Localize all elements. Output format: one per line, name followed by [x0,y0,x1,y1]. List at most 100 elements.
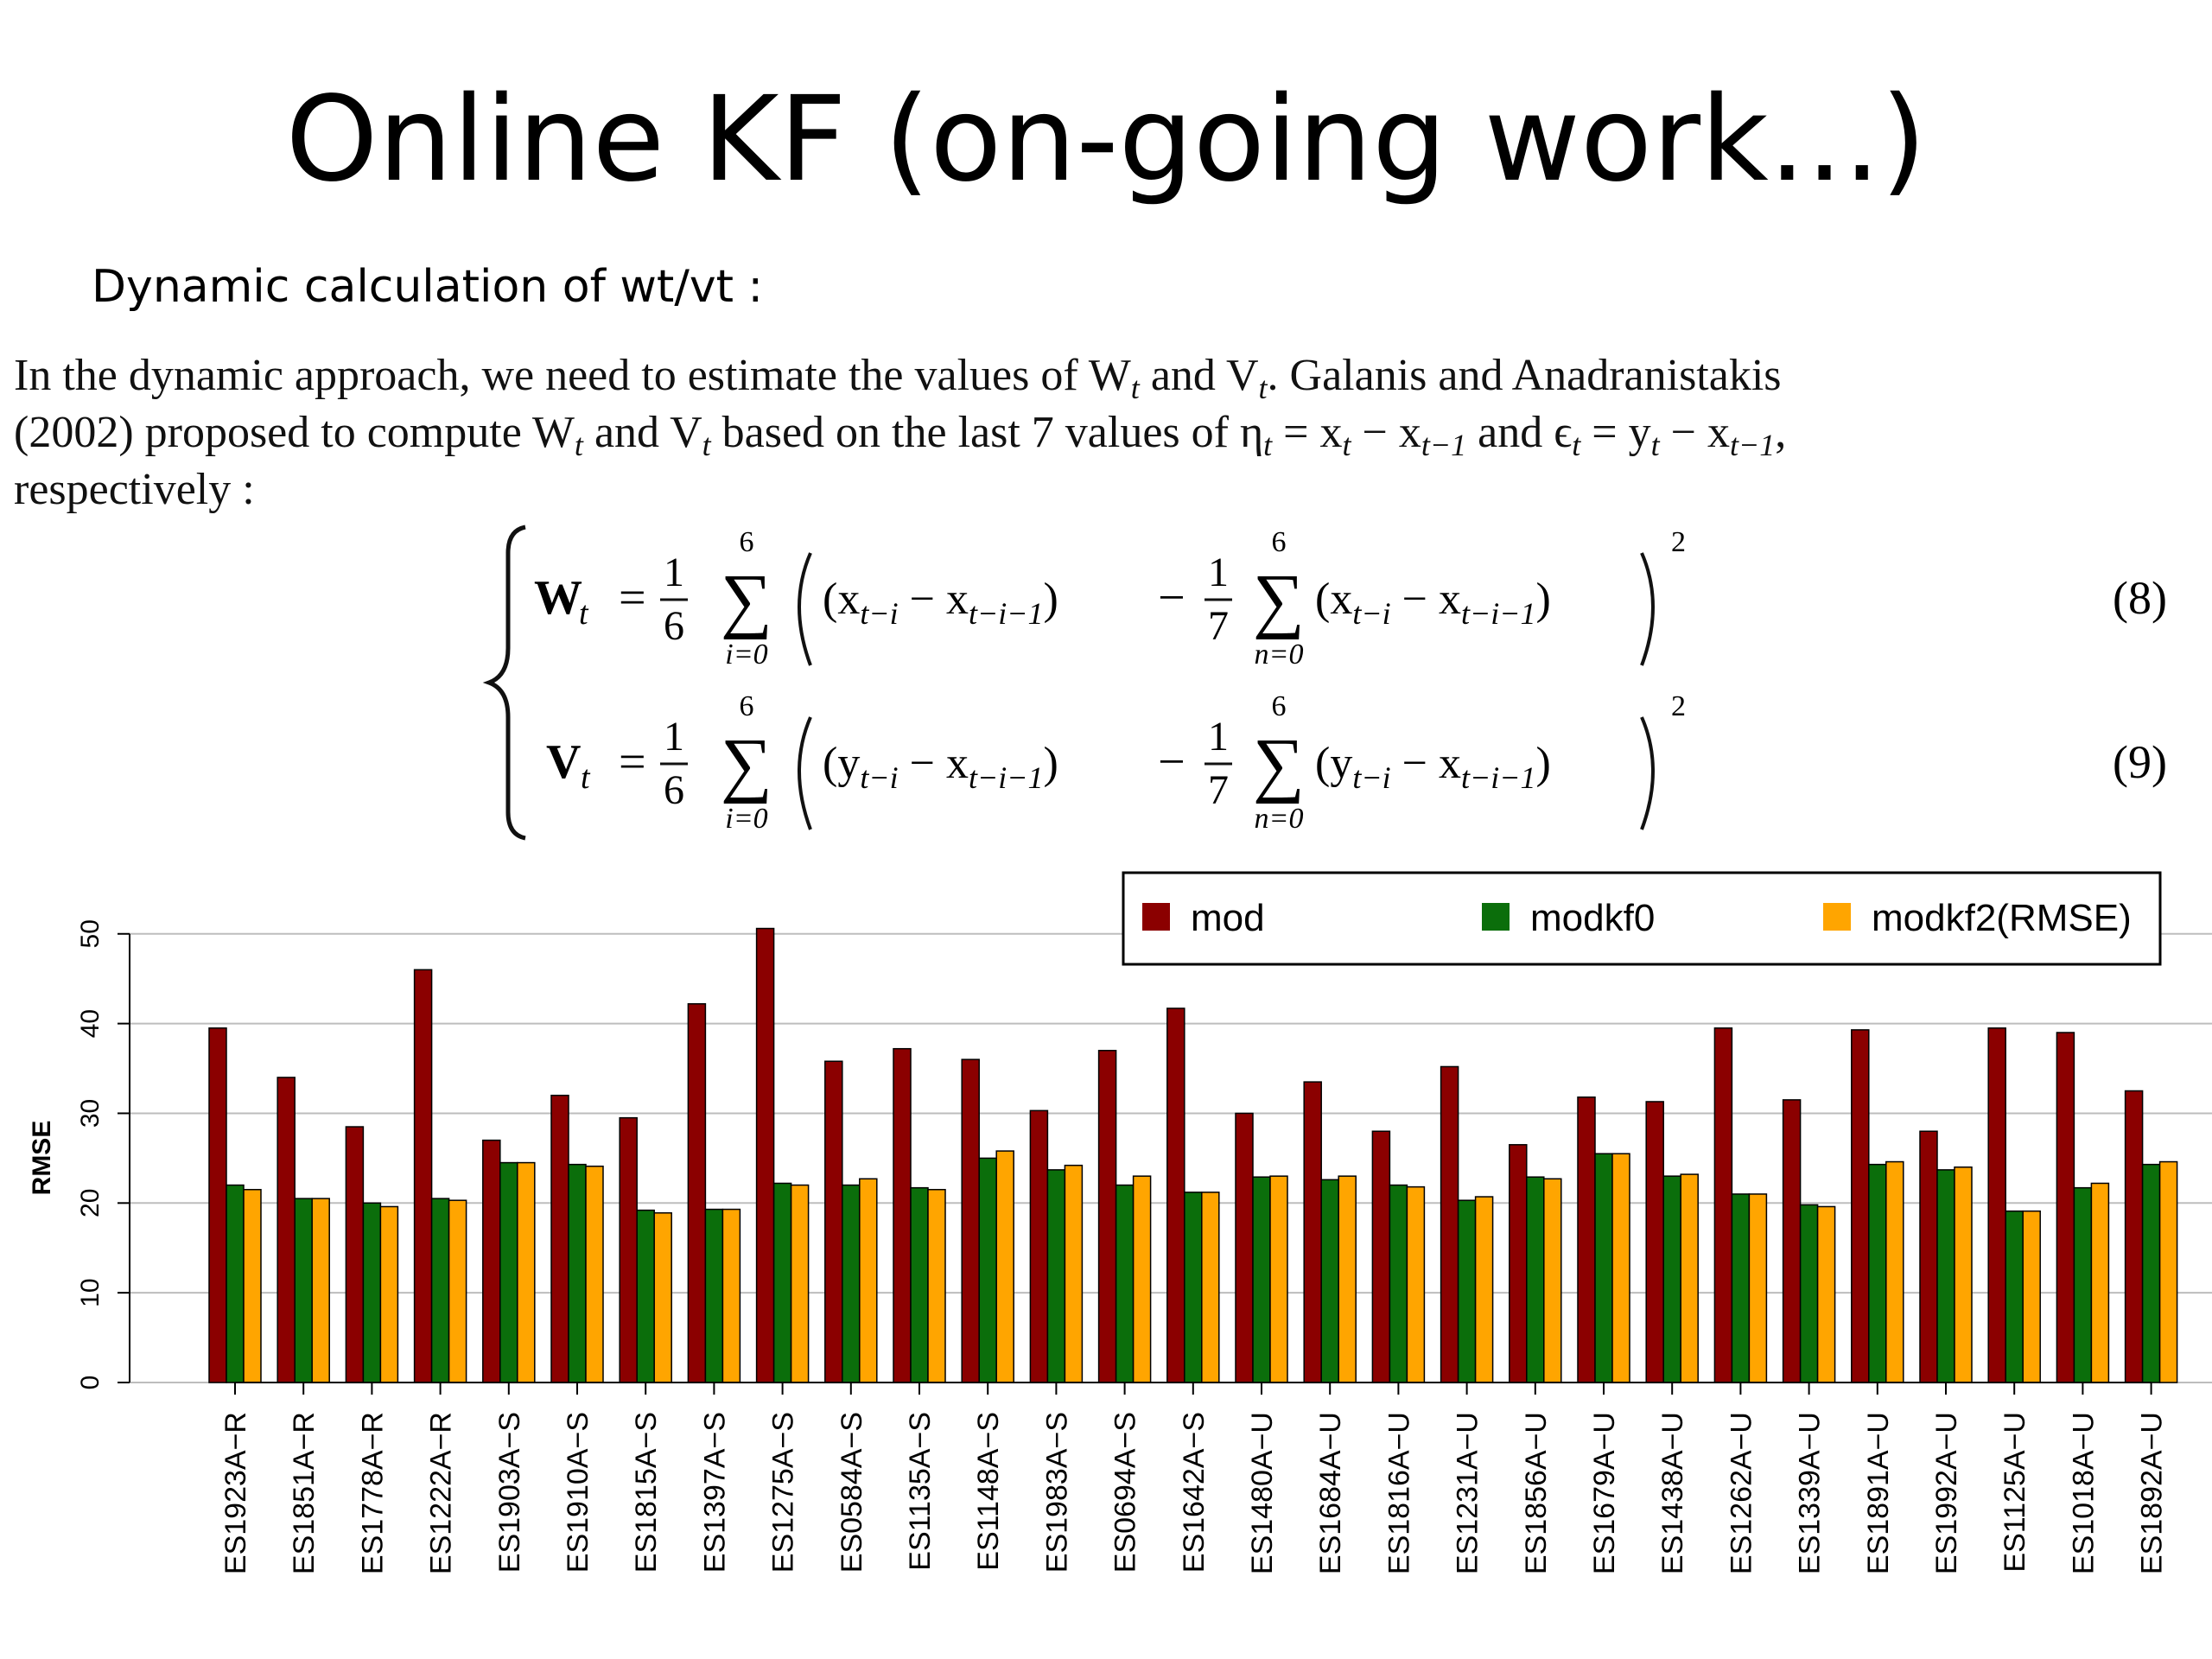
bar-mod [893,1047,912,1383]
bar-modkf2rmse [653,1211,672,1383]
sigma-icon: ∑ [721,724,772,804]
sigma-icon: ∑ [1253,560,1305,640]
y-ticks: 0 10 20 30 40 50 [76,919,130,1389]
legend-label: modkf0 [1530,897,1655,939]
paper-paragraph: In the dynamic approach, we need to esti… [14,347,2170,518]
slide-subtitle: Dynamic calculation of wt/vt : [92,261,764,313]
bar-modkf2rmse [859,1178,878,1383]
eq8-frac-den: 6 [664,603,684,649]
bar-mod [1166,1007,1185,1383]
category-label: ES1815A−S [630,1412,663,1573]
bar-modkf0 [1526,1176,1545,1383]
eq9-sum2-top: 6 [1272,690,1287,722]
big-paren-left-icon [798,716,812,830]
bar-modkf2rmse [721,1208,741,1383]
eq8-frac2-den: 7 [1208,603,1229,649]
eq9-power: 2 [1671,690,1686,722]
bar-modkf0 [2141,1163,2161,1383]
category-label: ES1923A−R [219,1412,252,1574]
category-label: ES1778A−R [356,1412,389,1574]
eq9-lhs-sub: t [581,760,591,796]
paragraph-line-2: (2002) proposed to compute Wt and Vt bas… [14,408,1787,462]
y-tick-label: 30 [76,1099,105,1128]
bar-mod [482,1139,501,1383]
axes [129,933,2152,1395]
bar-modkf2rmse [1064,1164,1084,1383]
eq9-sum-top: 6 [740,690,754,722]
bar-modkf0 [1936,1169,1955,1383]
bar-mod [1851,1029,1870,1383]
bar-mod [2124,1090,2144,1383]
bar-modkf2rmse [2158,1160,2178,1383]
eq8-term2: (xt−i − xt−i−1) [1315,575,1551,631]
legend-swatch [1482,903,1510,931]
bar-mod [824,1060,843,1383]
equations: W t = 1 6 6 ∑ i=0 (xt−i − xt−i−1) − 1 7 … [482,524,2167,841]
category-label: ES1816A−U [1382,1412,1415,1574]
bars [208,927,2178,1383]
category-label: ES0694A−S [1109,1412,1142,1573]
eq8-term1: (xt−i − xt−i−1) [823,575,1058,631]
bar-mod [687,1003,707,1383]
eq8-lhs-sub: t [579,595,589,632]
category-label: ES1125A−U [1999,1412,2031,1573]
category-label: ES1339A−U [1794,1412,1827,1574]
eq9-term1: (yt−i − xt−i−1) [823,739,1058,795]
bar-mod [1987,1027,2006,1383]
category-label: ES1892A−U [2136,1412,2169,1574]
bar-modkf0 [842,1184,861,1383]
bar-modkf0 [910,1186,929,1383]
bar-modkf0 [772,1182,792,1383]
big-paren-right-icon [1640,716,1655,830]
bar-modkf2rmse [585,1165,604,1383]
sigma-icon: ∑ [721,560,772,640]
bar-modkf2rmse [1885,1160,1904,1383]
eq8-sum2-bottom: n=0 [1255,639,1304,671]
category-label: ES1642A−S [1178,1412,1211,1573]
bar-modkf0 [636,1209,655,1383]
bar-modkf2rmse [1269,1175,1288,1383]
bar-mod [1782,1099,1802,1383]
eq9-frac2-num: 1 [1208,714,1229,760]
eq9-number: (9) [2113,736,2167,788]
big-paren-left-icon [798,552,812,666]
bar-modkf2rmse [1816,1205,1836,1383]
bar-modkf0 [1184,1192,1203,1383]
bar-mod [1303,1081,1322,1383]
category-label: ES1438A−U [1656,1412,1689,1574]
bar-mod [961,1058,980,1383]
bar-mod [1645,1101,1664,1383]
slide-title: Online KF (on-going work...) [285,72,1927,208]
bar-modkf0 [294,1198,313,1383]
bar-mod [1371,1130,1391,1383]
bar-mod [755,927,775,1383]
y-tick-label: 40 [76,1009,105,1038]
y-tick-label: 20 [76,1189,105,1217]
bar-modkf2rmse [379,1205,399,1383]
category-label: ES1397A−S [698,1412,731,1573]
eq9-frac2-den: 7 [1208,767,1229,813]
bar-modkf2rmse [1474,1196,1494,1383]
bar-modkf2rmse [790,1184,810,1383]
bar-modkf2rmse [1201,1192,1220,1383]
eq9-frac-den: 6 [664,767,684,813]
bar-modkf0 [1389,1184,1408,1383]
y-tick-label: 50 [76,919,105,948]
eq9-lhs: V [546,735,581,789]
eq8-sum-bottom: i=0 [725,639,767,671]
bar-modkf2rmse [2022,1210,2041,1383]
legend-label: mod [1191,897,1265,939]
equation-9: V t = 1 6 6 ∑ i=0 (yt−i − xt−i−1) − 1 7 … [546,690,2167,835]
eq8-frac-num: 1 [664,550,684,595]
legend-label: modkf2(RMSE) [1872,897,2132,939]
bar-modkf0 [1731,1193,1751,1383]
category-label: ES1851A−R [288,1412,321,1574]
x-category-labels: ES1923A−R ES1851A−R ES1778A−R ES1222A−R ES19… [219,1412,2169,1574]
equation-8: W t = 1 6 6 ∑ i=0 (xt−i − xt−i−1) − 1 7 … [534,526,2167,671]
bar-mod [1235,1112,1254,1383]
category-label: ES1679A−U [1588,1412,1621,1574]
bar-modkf0 [1799,1204,1819,1383]
category-label: ES1684A−U [1314,1412,1347,1574]
bar-modkf0 [1457,1199,1477,1383]
eq8-frac2-num: 1 [1208,550,1229,595]
